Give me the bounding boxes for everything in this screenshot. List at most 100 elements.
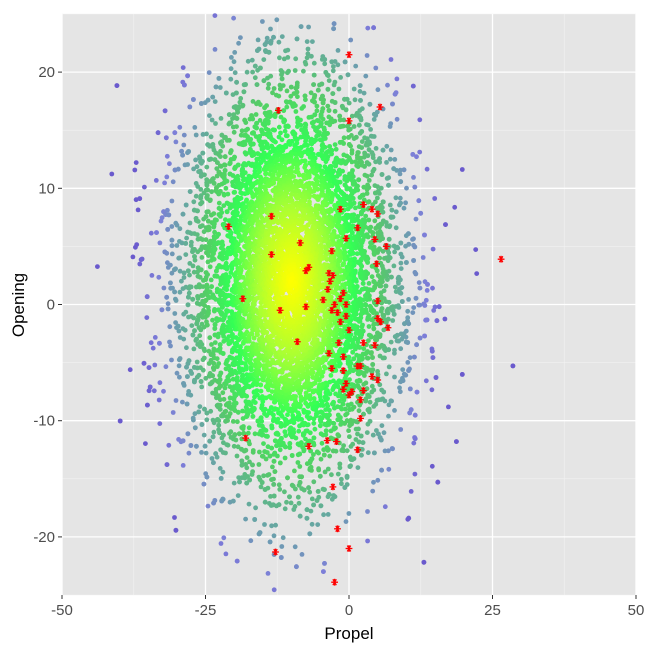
cloud-point [165,301,171,307]
cloud-point [363,142,369,148]
cloud-point [422,279,428,285]
cloud-point [345,402,351,408]
cloud-point [200,132,206,137]
cloud-point [375,195,380,201]
cloud-point [392,157,398,162]
cloud-point [180,399,185,405]
cloud-point [384,371,389,377]
cloud-point [139,256,145,262]
cloud-point [358,311,364,317]
cloud-point [176,328,182,334]
cloud-point [443,222,448,228]
cloud-point [322,394,328,400]
cloud-point [408,489,414,494]
cloud-point [203,237,209,243]
cloud-point [310,388,316,394]
cloud-point [163,135,169,141]
cloud-point [325,466,331,472]
cloud-point [177,289,183,295]
cloud-point [353,205,358,211]
cloud-point [384,160,389,165]
cloud-point [254,125,259,131]
cloud-point [362,172,368,178]
cloud-point [317,473,323,479]
cloud-point [231,156,237,162]
cloud-point [346,135,351,140]
cloud-point [191,97,196,102]
cloud-point [224,287,230,292]
cloud-point [252,75,258,81]
cloud-point [220,143,226,149]
cloud-point [142,184,147,190]
cloud-point [180,211,186,217]
cloud-point [298,440,304,446]
cloud-point [218,154,223,160]
cloud-point [261,78,267,84]
cloud-point [187,272,192,278]
cloud-point [318,503,324,509]
cloud-point [181,132,187,138]
cloud-point [392,91,398,97]
cloud-point [199,422,205,427]
cloud-point [202,172,207,178]
cloud-point [217,466,223,471]
cloud-point [200,237,205,243]
cloud-point [297,513,303,519]
cloud-point [366,147,372,153]
cloud-point [209,189,215,195]
cloud-point [355,465,361,470]
cloud-point [329,98,335,104]
cloud-point [400,367,406,372]
cloud-point [204,410,210,416]
cloud-point [132,167,138,173]
cloud-point [454,439,459,444]
cloud-point [217,406,223,412]
cloud-point [365,407,371,413]
cloud-point [356,122,362,128]
cloud-point [398,427,404,432]
cloud-point [301,407,307,413]
cloud-point [231,443,237,449]
cloud-point [194,336,199,342]
cloud-point [154,230,159,236]
cloud-point [186,358,192,364]
cloud-point [227,137,232,143]
cloud-point [181,270,187,276]
cloud-point [193,157,199,163]
cloud-point [231,480,237,486]
cloud-point [342,485,348,490]
cloud-point [192,257,198,263]
cloud-point [377,255,382,261]
cloud-point [287,142,293,147]
cloud-point [216,231,221,237]
cloud-point [216,76,222,81]
cloud-point [311,420,317,426]
cloud-point [319,440,325,446]
cloud-point [235,409,241,415]
cloud-point [294,564,299,570]
cloud-point [282,455,288,461]
cloud-point [320,486,326,492]
cloud-point [258,382,264,388]
cloud-point [234,124,239,129]
cloud-point [247,477,253,483]
cloud-point [268,26,273,32]
cloud-point [344,186,350,192]
cloud-point [191,315,197,321]
cloud-point [266,81,272,87]
cloud-point [429,463,435,469]
cloud-point [374,206,380,211]
cloud-point [412,412,418,418]
cloud-point [392,249,397,255]
cloud-point [423,317,429,323]
cloud-point [182,82,187,88]
cloud-point [398,331,404,337]
cloud-point [284,133,290,139]
cloud-point [274,430,280,436]
cloud-point [233,400,239,406]
cloud-point [227,160,233,166]
cloud-point [243,516,249,522]
cloud-point [368,133,374,139]
cloud-point [185,268,191,274]
cloud-point [410,237,415,242]
